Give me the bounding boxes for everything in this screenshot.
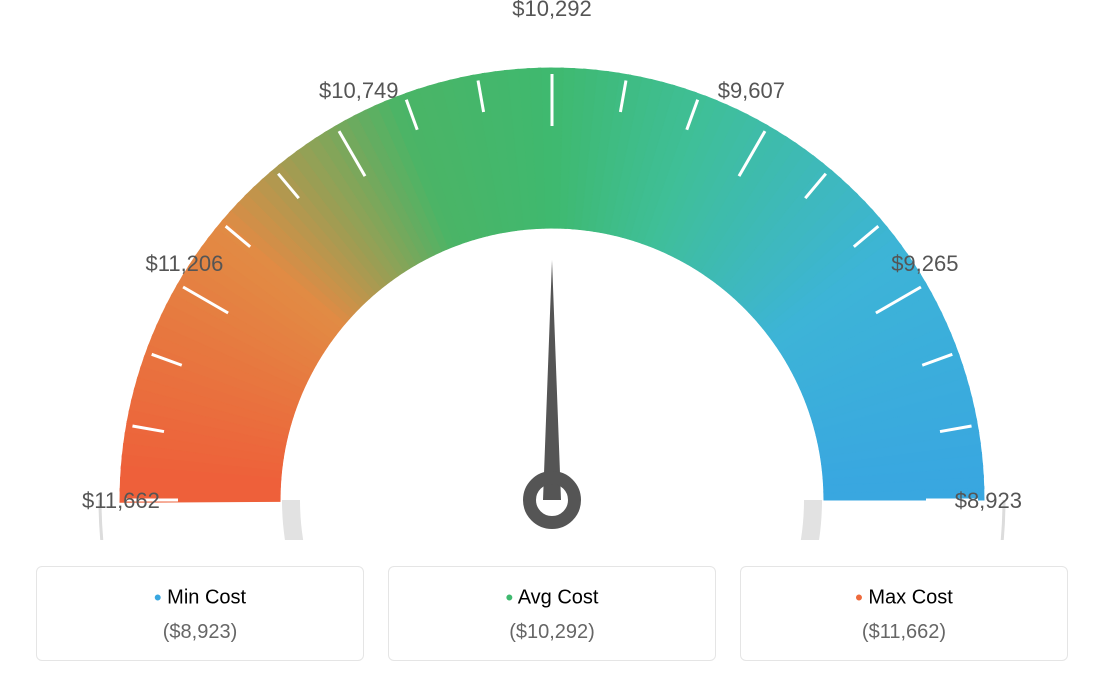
legend-min-label: Min Cost [167, 586, 246, 608]
chart-container: $8,923 $9,265 $9,607 $10,292 $10,749 $11,206 $… [0, 0, 1104, 690]
gauge-tick-label: $9,607 [718, 78, 785, 104]
legend-min-value: ($8,923) [47, 621, 353, 644]
bullet-icon: • [506, 585, 514, 610]
gauge-tick-label: $8,923 [955, 488, 1022, 514]
legend-card-min: • Min Cost ($8,923) [36, 566, 364, 661]
legend-max-label: Max Cost [868, 586, 952, 608]
legend-max-title: • Max Cost [751, 585, 1057, 611]
legend-row: • Min Cost ($8,923) • Avg Cost ($10,292)… [36, 566, 1068, 661]
gauge-chart: $8,923 $9,265 $9,607 $10,292 $10,749 $11,206 $… [0, 0, 1104, 540]
gauge-tick-label: $9,265 [891, 251, 958, 277]
legend-avg-value: ($10,292) [399, 621, 705, 644]
gauge-tick-label: $10,292 [512, 0, 592, 22]
legend-avg-title: • Avg Cost [399, 585, 705, 611]
legend-max-value: ($11,662) [751, 621, 1057, 644]
legend-avg-label: Avg Cost [518, 586, 599, 608]
bullet-icon: • [154, 585, 162, 610]
legend-card-avg: • Avg Cost ($10,292) [388, 566, 716, 661]
legend-card-max: • Max Cost ($11,662) [740, 566, 1068, 661]
gauge-tick-label: $11,206 [146, 251, 224, 277]
gauge-tick-label: $10,749 [319, 78, 399, 104]
legend-min-title: • Min Cost [47, 585, 353, 611]
gauge-tick-label: $11,662 [82, 488, 160, 514]
bullet-icon: • [855, 585, 863, 610]
